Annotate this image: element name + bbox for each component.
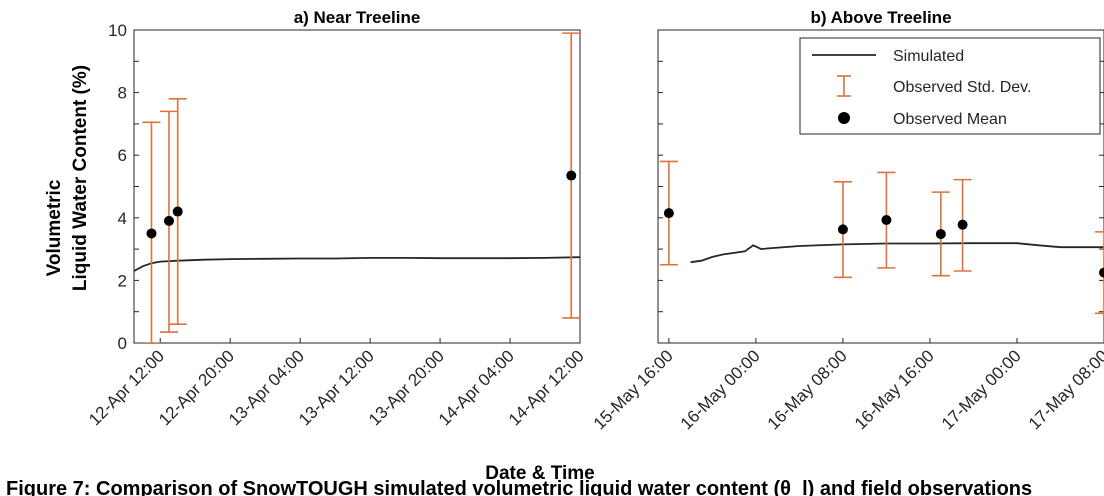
y-tick-label: 10 [108,21,127,40]
legend-entry-label: Simulated [893,48,964,65]
series-simulated-line [134,256,580,272]
figure-caption: Figure 7: Comparison of SnowTOUGH simula… [6,478,1032,496]
x-tick-label: 16-May 16:00 [851,346,938,433]
x-tick-label: 16-May 08:00 [764,346,851,433]
observed-mean-point [163,215,174,226]
observed-mean-point [837,224,848,235]
y-tick-label: 8 [118,84,127,103]
y-tick-label: 2 [118,271,127,290]
legend-marker-swatch [838,112,850,124]
y-axis-label-line2: Liquid Water Content (%) [70,65,91,291]
legend-entry-label: Observed Mean [893,111,1007,128]
y-tick-label: 6 [118,146,127,165]
observed-mean-point [881,214,892,225]
y-tick-label: 0 [118,334,127,353]
plot-area [659,160,1104,315]
legend-entry-label: Observed Std. Dev. [893,79,1031,96]
y-axis-label-line1: Volumetric [44,179,65,276]
observed-mean-point [1099,267,1104,278]
y-tick-label: 4 [118,209,127,228]
x-tick-label: 14-Apr 12:00 [505,346,588,429]
observed-mean-point [957,219,968,230]
x-axis-label: Date & Time [485,463,594,484]
legend: Simulated Observed Std. Dev. Observed Mean [799,37,1101,135]
observed-mean-point [172,206,183,217]
panel-above-treeline: b) Above Treeline 15-May 16:00 16-May 00:0… [590,8,1104,433]
observed-mean-point [566,170,577,181]
plot-frame [133,29,581,344]
x-tick-label: 15-May 16:00 [590,346,677,433]
x-tick-label: 17-May 00:00 [938,346,1025,433]
observed-mean-point [663,208,674,219]
error-bar [1095,231,1104,315]
x-tick-label: 17-May 08:00 [1025,346,1104,433]
x-tick-label: 16-May 00:00 [677,346,764,433]
legend-errorbar-swatch [837,75,851,97]
panel-title: b) Above Treeline [810,8,951,27]
series-simulated-line [690,242,1104,264]
plot-area [134,32,580,343]
panel-title: a) Near Treeline [294,8,421,27]
observed-mean-point [935,229,946,240]
observed-mean-point [146,228,157,239]
